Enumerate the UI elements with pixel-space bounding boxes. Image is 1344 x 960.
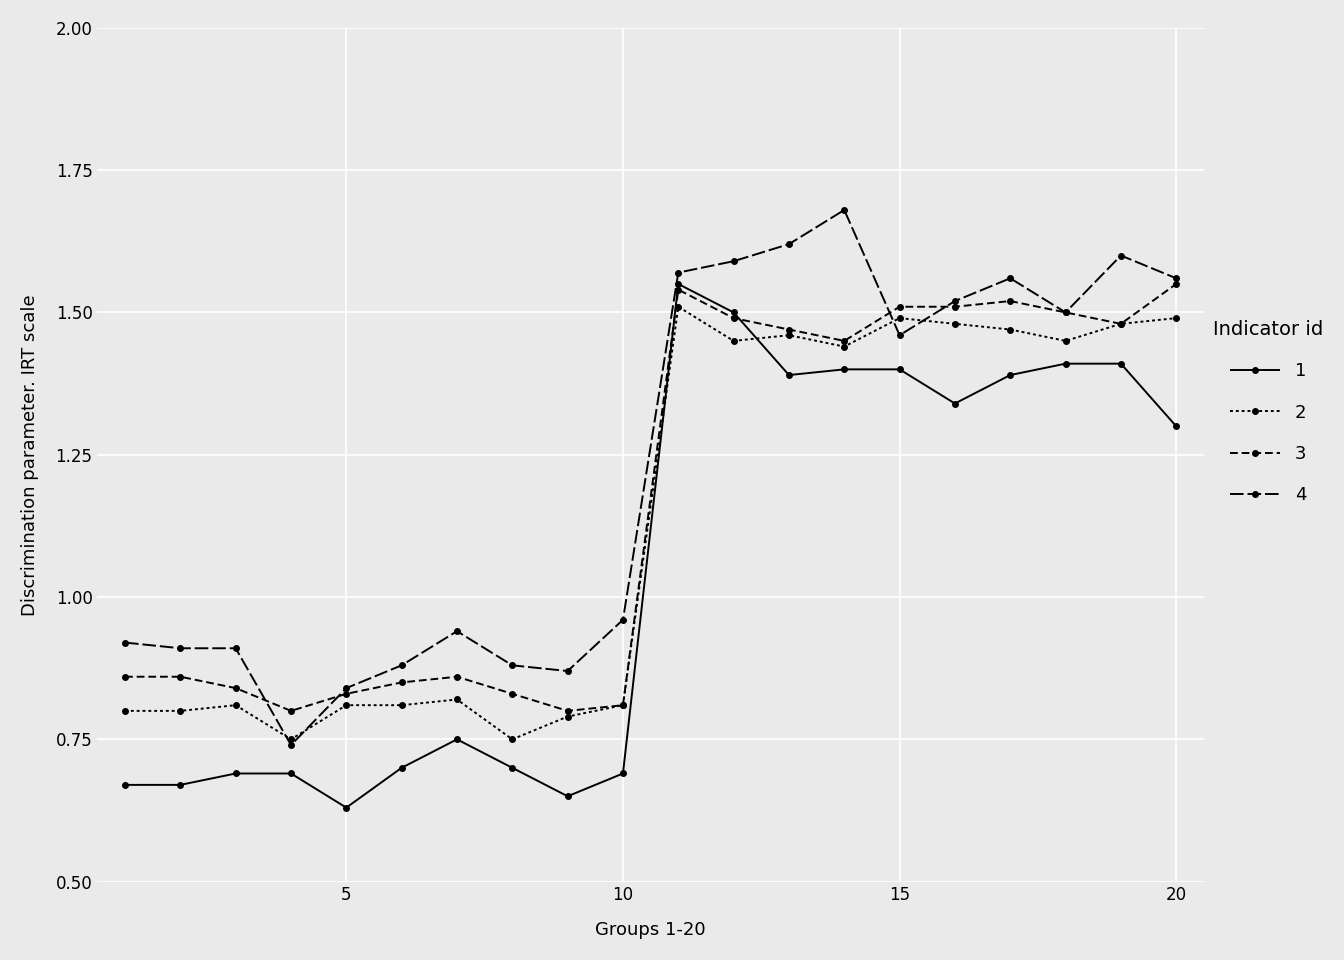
X-axis label: Groups 1-20: Groups 1-20 (595, 922, 706, 939)
Legend: 1, 2, 3, 4: 1, 2, 3, 4 (1212, 320, 1322, 505)
Y-axis label: Discrimination parameter. IRT scale: Discrimination parameter. IRT scale (22, 294, 39, 615)
